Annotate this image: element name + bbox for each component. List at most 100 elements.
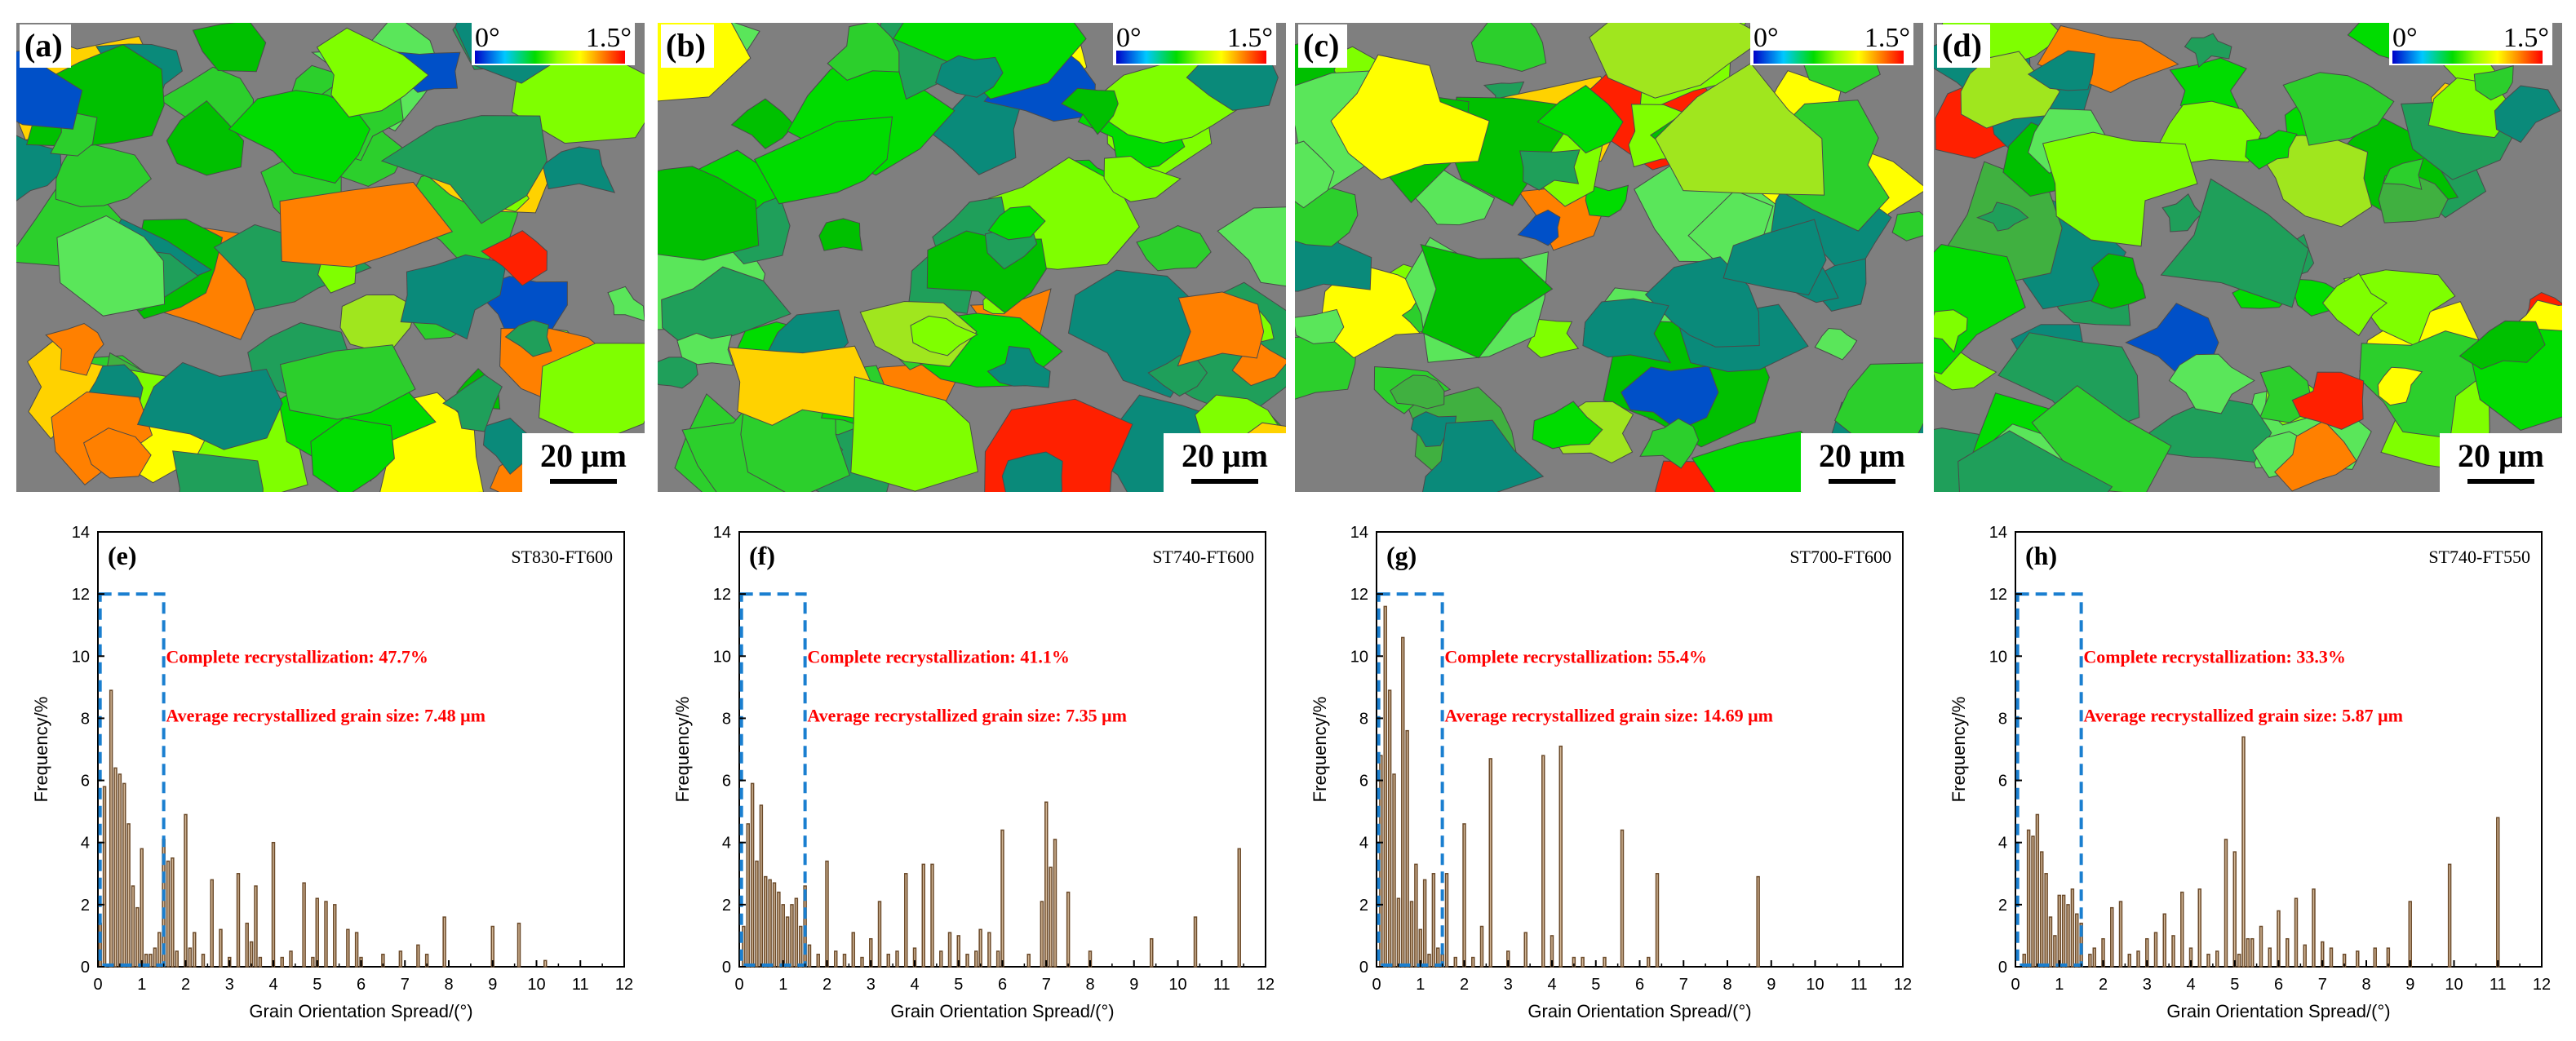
grain bbox=[2459, 320, 2546, 370]
x-tick-label: 0 bbox=[734, 976, 743, 994]
panel-label: (f) bbox=[749, 541, 775, 570]
histogram-bar bbox=[790, 904, 794, 968]
grain bbox=[542, 146, 616, 193]
histogram-bar bbox=[1053, 839, 1057, 968]
y-tick-label: 12 bbox=[1350, 586, 1368, 604]
histogram-bar bbox=[1523, 932, 1527, 968]
histogram-bar bbox=[157, 932, 162, 968]
histogram-bar bbox=[122, 782, 126, 968]
grain-map-image bbox=[16, 23, 645, 492]
x-tick-label: 5 bbox=[2230, 976, 2239, 994]
histogram-bar bbox=[2092, 947, 2096, 968]
histogram-bar bbox=[2088, 954, 2092, 968]
grain bbox=[1957, 430, 2113, 492]
grain bbox=[400, 254, 507, 340]
x-tick-label: 8 bbox=[1085, 976, 1094, 994]
grain bbox=[1420, 243, 1554, 359]
y-tick-label: 10 bbox=[713, 648, 731, 666]
grain bbox=[55, 140, 153, 207]
histogram-bar bbox=[1427, 954, 1431, 968]
grain bbox=[607, 286, 645, 321]
grain bbox=[316, 27, 429, 117]
histogram-bar bbox=[210, 879, 214, 968]
histogram-bar bbox=[280, 956, 284, 968]
x-tick-label: 8 bbox=[1723, 976, 1731, 994]
grain bbox=[818, 218, 863, 251]
panel-label: (a) bbox=[20, 24, 71, 68]
grain bbox=[2168, 353, 2255, 414]
grain bbox=[504, 319, 552, 357]
color-legend: 0° 1.5° bbox=[1750, 23, 1913, 65]
histogram-bar bbox=[2040, 851, 2044, 968]
grain bbox=[1470, 23, 1547, 73]
histogram-bar bbox=[175, 950, 179, 968]
histogram-bar bbox=[1383, 605, 1387, 968]
legend-color-bar bbox=[2392, 51, 2543, 64]
x-tick-label: 6 bbox=[2274, 976, 2283, 994]
histogram-bar bbox=[1541, 755, 1545, 968]
y-tick-label: 14 bbox=[713, 524, 731, 542]
ebsd-gos-map-2: (b) 0° 1.5° 20 μm bbox=[658, 23, 1286, 492]
x-tick-label: 8 bbox=[2361, 976, 2370, 994]
panel-label: (g) bbox=[1386, 541, 1417, 570]
histogram-bar bbox=[987, 932, 991, 968]
x-tick-label: 0 bbox=[93, 976, 102, 994]
grain bbox=[676, 332, 734, 366]
x-tick-label: 4 bbox=[1547, 976, 1556, 994]
histogram-bar bbox=[995, 950, 1000, 968]
histogram-bar bbox=[930, 863, 934, 968]
x-tick-label: 10 bbox=[1806, 976, 1824, 994]
grain bbox=[1177, 291, 1265, 367]
grain bbox=[16, 135, 62, 202]
color-legend: 0° 1.5° bbox=[472, 23, 635, 65]
histogram-bar bbox=[947, 932, 952, 968]
histogram-bar bbox=[2110, 906, 2114, 968]
histogram-bar bbox=[1488, 758, 1492, 968]
x-tick-label: 6 bbox=[357, 976, 366, 994]
y-tick-label: 14 bbox=[1989, 524, 2007, 542]
histogram-bar bbox=[398, 950, 403, 968]
legend-min-label: 0° bbox=[475, 23, 500, 53]
x-tick-label: 7 bbox=[1042, 976, 1051, 994]
histogram-bar bbox=[442, 916, 446, 968]
y-tick-label: 4 bbox=[1359, 835, 1368, 853]
grain bbox=[658, 166, 760, 261]
grain bbox=[339, 294, 417, 352]
histogram-bar bbox=[799, 925, 803, 968]
x-tick-label: 11 bbox=[2490, 976, 2507, 994]
scale-bar-line bbox=[1191, 479, 1258, 484]
grain bbox=[2473, 64, 2514, 101]
scale-bar: 20 μm bbox=[1164, 433, 1286, 492]
histogram-bar bbox=[2250, 937, 2255, 968]
histogram-bar bbox=[2224, 839, 2228, 968]
average-grain-size: Average recrystallized grain size: 7.35 … bbox=[807, 706, 1127, 726]
grain bbox=[1330, 54, 1490, 180]
y-tick-label: 8 bbox=[1998, 710, 2007, 728]
histogram-bar bbox=[2232, 851, 2237, 968]
x-axis-label: Grain Orientation Spread/(°) bbox=[2166, 1001, 2390, 1021]
y-tick-label: 0 bbox=[1998, 959, 2007, 977]
histogram-bar bbox=[249, 941, 254, 968]
y-tick-label: 4 bbox=[81, 835, 90, 853]
y-tick-label: 10 bbox=[72, 648, 90, 666]
x-axis-label: Grain Orientation Spread/(°) bbox=[1527, 1001, 1751, 1021]
grain bbox=[1295, 140, 1335, 209]
x-tick-label: 1 bbox=[1416, 976, 1425, 994]
histogram-bar bbox=[1444, 873, 1449, 968]
y-tick-label: 0 bbox=[81, 959, 90, 977]
histogram-bar bbox=[2044, 873, 2048, 968]
grain bbox=[481, 230, 548, 286]
x-tick-label: 2 bbox=[1460, 976, 1469, 994]
recrystallization-fraction: Complete recrystallization: 47.7% bbox=[166, 646, 428, 667]
histogram-bar bbox=[140, 848, 144, 968]
grain bbox=[45, 322, 104, 376]
grain bbox=[2377, 366, 2423, 406]
x-tick-label: 5 bbox=[954, 976, 963, 994]
grain bbox=[538, 343, 645, 444]
y-tick-label: 10 bbox=[1350, 648, 1368, 666]
histogram-bar bbox=[755, 860, 759, 968]
grain bbox=[2494, 85, 2561, 144]
histogram-bar bbox=[2061, 894, 2066, 968]
y-axis-label: Frequency/% bbox=[672, 697, 693, 803]
